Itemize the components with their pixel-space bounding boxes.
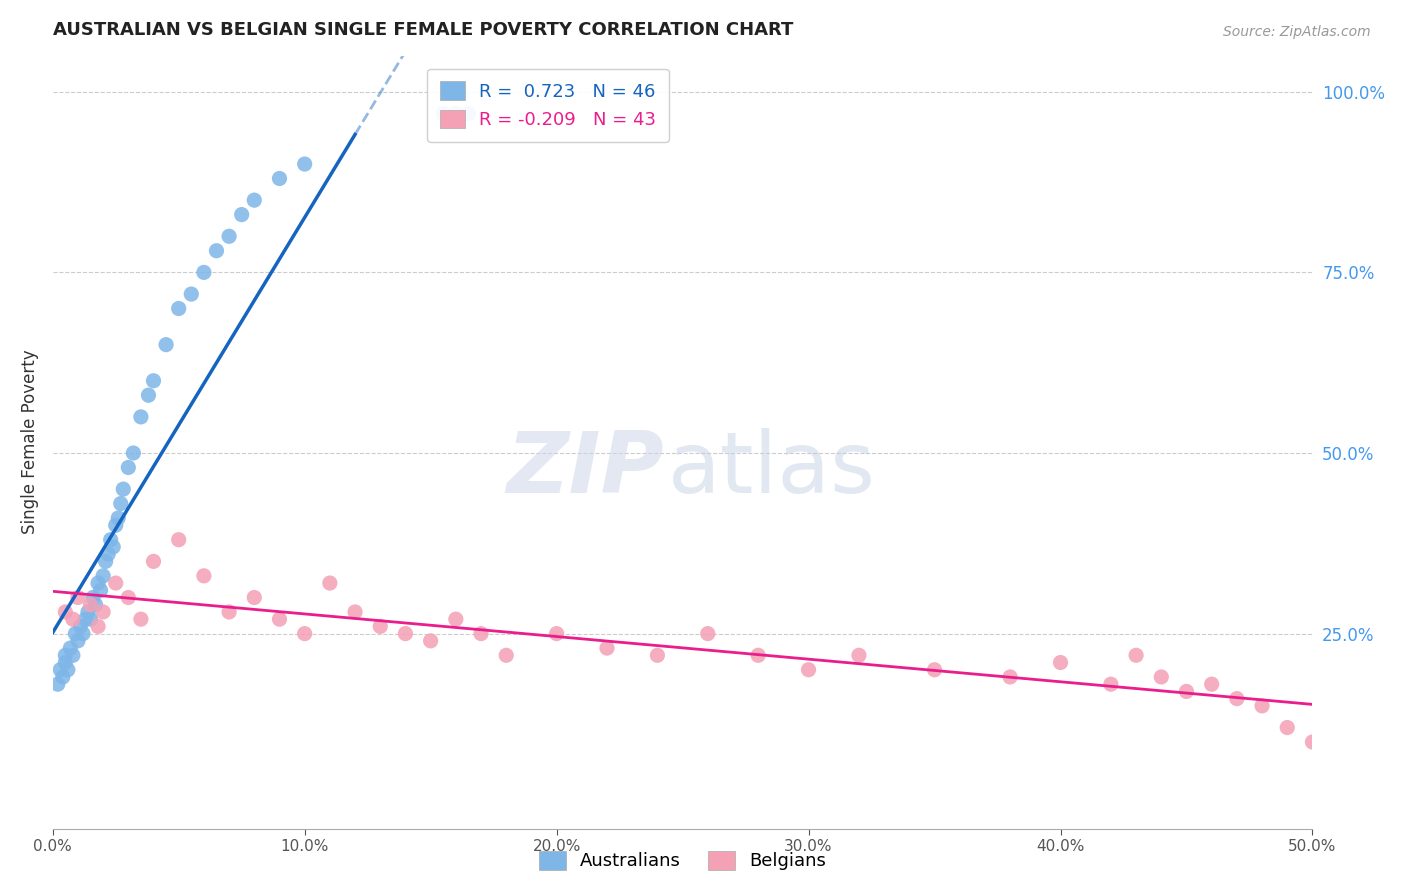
Point (103, 540, 125, 554)
Point (117, 460, 139, 475)
Point (344, 605, 367, 619)
Point (138, 388, 160, 402)
Point (82, 591, 104, 605)
Point (66, 591, 89, 605)
Point (53, 605, 76, 619)
Text: AUSTRALIAN VS BELGIAN SINGLE FEMALE POVERTY CORRELATION CHART: AUSTRALIAN VS BELGIAN SINGLE FEMALE POVE… (52, 21, 793, 39)
Point (91, 605, 114, 619)
Point (79, 598, 101, 612)
Point (49, 663, 72, 677)
Point (998, 670, 1021, 684)
Y-axis label: Single Female Poverty: Single Female Poverty (21, 350, 39, 534)
Point (193, 569, 215, 583)
Point (100, 533, 122, 547)
Point (1277, 721, 1299, 735)
Point (394, 626, 416, 640)
Text: atlas: atlas (668, 428, 876, 511)
Point (110, 497, 132, 511)
Point (167, 301, 190, 316)
Point (62, 648, 84, 663)
Point (66, 633, 89, 648)
Point (59, 641, 82, 656)
Point (65, 626, 87, 640)
Point (294, 626, 316, 640)
Legend: Australians, Belgians: Australians, Belgians (531, 844, 834, 878)
Point (180, 287, 202, 301)
Point (104, 576, 127, 591)
Point (87, 576, 110, 591)
Point (193, 265, 215, 279)
Point (205, 244, 228, 258)
Point (112, 482, 135, 496)
Point (62, 612, 84, 626)
Point (142, 554, 165, 568)
Point (432, 106, 454, 120)
Point (495, 648, 517, 663)
Point (444, 106, 467, 120)
Point (470, 626, 492, 640)
Point (218, 229, 240, 244)
Point (87, 619, 110, 633)
Point (1301, 735, 1323, 749)
Point (167, 533, 190, 547)
Point (848, 648, 870, 663)
Point (218, 605, 240, 619)
Point (1201, 677, 1223, 691)
Point (155, 337, 177, 351)
Point (53, 656, 76, 670)
Point (368, 619, 391, 633)
Point (747, 648, 769, 663)
Point (243, 193, 266, 207)
Point (129, 612, 152, 626)
Point (444, 612, 467, 626)
Point (107, 511, 129, 525)
Point (1150, 670, 1173, 684)
Point (1251, 698, 1274, 713)
Point (52, 670, 75, 684)
Point (1099, 677, 1122, 691)
Point (69, 619, 91, 633)
Point (77, 605, 100, 619)
Point (596, 641, 619, 656)
Point (419, 633, 441, 648)
Point (924, 663, 946, 677)
Point (1125, 648, 1147, 663)
Point (546, 626, 568, 640)
Point (72, 626, 94, 640)
Point (79, 612, 101, 626)
Point (91, 569, 114, 583)
Point (56, 663, 79, 677)
Point (1175, 684, 1198, 698)
Point (294, 157, 316, 171)
Point (696, 626, 718, 640)
Point (1049, 656, 1071, 670)
Point (647, 648, 669, 663)
Point (797, 663, 820, 677)
Point (46, 677, 69, 691)
Point (117, 591, 139, 605)
Text: Source: ZipAtlas.com: Source: ZipAtlas.com (1223, 25, 1371, 39)
Point (104, 518, 127, 533)
Point (269, 612, 291, 626)
Point (231, 208, 253, 222)
Point (457, 106, 479, 120)
Point (94, 554, 117, 568)
Point (319, 576, 342, 591)
Point (129, 409, 152, 424)
Point (142, 374, 165, 388)
Text: ZIP: ZIP (506, 428, 664, 511)
Point (1226, 691, 1249, 706)
Point (97, 547, 120, 561)
Point (122, 446, 145, 460)
Point (53, 648, 76, 663)
Point (269, 171, 291, 186)
Point (75, 612, 97, 626)
Point (243, 591, 266, 605)
Point (90, 583, 112, 598)
Point (84, 598, 107, 612)
